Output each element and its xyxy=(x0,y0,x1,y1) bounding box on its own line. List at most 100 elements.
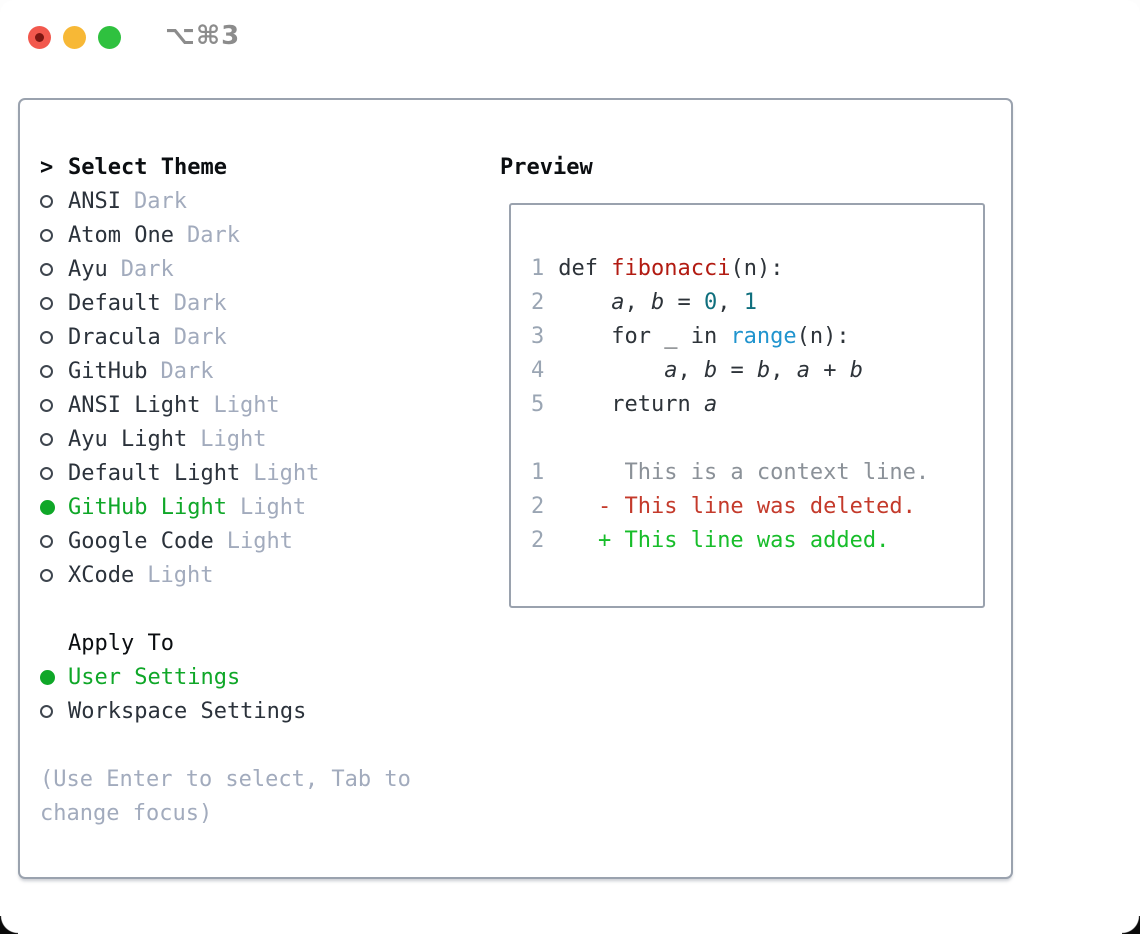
theme-list-header: > Select Theme xyxy=(40,150,411,184)
code-segment-variable: a xyxy=(703,391,718,417)
apply-to-header: Apply To xyxy=(40,626,411,660)
line-number: 5 xyxy=(531,391,545,417)
keyboard-hint-line-1: (Use Enter to select, Tab to xyxy=(40,766,411,792)
code-segment-builtin: range xyxy=(730,323,797,349)
radio-icon xyxy=(40,466,68,480)
theme-option-default-light[interactable]: Default Light Light xyxy=(40,456,411,490)
code-segment-plain: def xyxy=(545,255,612,281)
code-segment-plain: (n): xyxy=(796,323,850,349)
code-segment-plain: , xyxy=(624,289,651,315)
radio-icon xyxy=(40,262,68,276)
code-segment-plain xyxy=(545,494,598,519)
code-segment-plain xyxy=(545,290,611,315)
theme-variant-badge: Dark xyxy=(160,358,214,384)
preview-header: Preview xyxy=(500,150,593,184)
theme-name: ANSI Light xyxy=(68,392,201,418)
code-segment-plain xyxy=(545,358,664,383)
theme-name: GitHub xyxy=(68,358,148,384)
preview-title: Preview xyxy=(500,154,593,180)
code-segment-variable: a xyxy=(664,357,678,383)
keyboard-hint-line-2: change focus) xyxy=(40,800,213,826)
deleted-line: 2 - This line was deleted. xyxy=(531,489,929,523)
theme-name: Dracula xyxy=(68,324,161,350)
apply-to-title: Apply To xyxy=(68,630,174,656)
code-segment-variable: b xyxy=(650,289,665,315)
apply-option-user-settings[interactable]: User Settings xyxy=(40,660,411,694)
apply-option-workspace-settings[interactable]: Workspace Settings xyxy=(40,694,411,728)
line-number: 1 xyxy=(531,255,545,281)
blank-line xyxy=(531,421,929,455)
theme-option-xcode[interactable]: XCode Light xyxy=(40,558,411,592)
theme-variant-badge: Dark xyxy=(173,290,227,316)
code-segment-variable: b xyxy=(703,357,718,383)
theme-option-ayu[interactable]: Ayu Dark xyxy=(40,252,411,286)
code-segment-plain: return xyxy=(545,391,704,417)
theme-variant-badge: Dark xyxy=(186,222,240,248)
theme-picker-panel: > Select Theme ANSI Dark Atom One Dark Ayu Da… xyxy=(18,98,1013,879)
window-title: ⌥⌘3 xyxy=(165,21,241,51)
code-segment-context: This is a context line. xyxy=(545,459,930,485)
zoom-button[interactable] xyxy=(98,26,121,49)
radio-icon xyxy=(40,194,68,208)
theme-variant-badge: Light xyxy=(147,562,214,588)
theme-variant-badge: Dark xyxy=(120,256,174,282)
theme-option-default[interactable]: Default Dark xyxy=(40,286,411,320)
theme-option-ansi-light[interactable]: ANSI Light Light xyxy=(40,388,411,422)
close-button[interactable] xyxy=(28,26,51,49)
minimize-button[interactable] xyxy=(63,26,86,49)
code-segment-plain: = xyxy=(664,289,704,315)
code-segment-variable: a xyxy=(796,357,810,383)
theme-option-atom-one[interactable]: Atom One Dark xyxy=(40,218,411,252)
spacer-row xyxy=(40,728,411,762)
radio-icon xyxy=(40,228,68,242)
line-number: 2 xyxy=(531,493,545,519)
context-line: 1 This is a context line. xyxy=(531,455,929,489)
radio-selected-icon xyxy=(40,669,68,685)
prompt-caret-icon: > xyxy=(40,154,54,180)
code-segment-deleted: - This line was deleted. xyxy=(597,493,916,519)
radio-icon xyxy=(40,296,68,310)
code-segment-number: 0 xyxy=(703,289,718,315)
code-segment-added: + This line was added. xyxy=(597,527,890,553)
theme-option-ansi[interactable]: ANSI Dark xyxy=(40,184,411,218)
code-segment-plain: , xyxy=(717,289,744,315)
spacer-row xyxy=(40,592,411,626)
apply-to-option-list: User Settings Workspace Settings xyxy=(40,660,411,728)
theme-option-github-light[interactable]: GitHub Light Light xyxy=(40,490,411,524)
code-segment-number: 1 xyxy=(743,289,757,315)
radio-icon xyxy=(40,330,68,344)
code-segment-plain: = xyxy=(717,357,757,383)
radio-icon xyxy=(40,568,68,582)
code-segment-plain: + xyxy=(809,357,850,383)
theme-variant-badge: Light xyxy=(226,528,293,554)
theme-name: GitHub Light xyxy=(68,494,227,520)
code-segment-function: fibonacci xyxy=(611,255,731,281)
code-line: 3 for _ in range (n): xyxy=(531,319,929,353)
theme-option-dracula[interactable]: Dracula Dark xyxy=(40,320,411,354)
theme-name: Ayu xyxy=(68,256,108,282)
left-column: > Select Theme ANSI Dark Atom One Dark Ayu Da… xyxy=(40,150,411,830)
screen-corner xyxy=(1122,916,1140,934)
theme-name: Default Light xyxy=(68,460,241,486)
code-segment-plain: , xyxy=(770,357,797,383)
code-line: 1 def fibonacci (n): xyxy=(531,251,929,285)
theme-option-google-code[interactable]: Google Code Light xyxy=(40,524,411,558)
radio-icon xyxy=(40,534,68,548)
theme-option-ayu-light[interactable]: Ayu Light Light xyxy=(40,422,411,456)
radio-icon xyxy=(40,398,68,412)
line-number: 1 xyxy=(531,459,545,485)
code-segment-plain: for _ in xyxy=(545,323,731,349)
theme-list-title: Select Theme xyxy=(68,154,227,180)
added-line: 2 + This line was added. xyxy=(531,523,929,557)
theme-option-github[interactable]: GitHub Dark xyxy=(40,354,411,388)
theme-name: XCode xyxy=(68,562,135,588)
apply-option-label: User Settings xyxy=(68,664,241,690)
code-segment-plain: , xyxy=(677,357,704,383)
theme-name: Google Code xyxy=(68,528,214,554)
code-line: 4 a, b = b, a + b xyxy=(531,353,929,387)
line-number: 2 xyxy=(531,527,545,553)
theme-name: ANSI xyxy=(68,188,121,214)
code-line: 2 a, b = 0, 1 xyxy=(531,285,929,319)
